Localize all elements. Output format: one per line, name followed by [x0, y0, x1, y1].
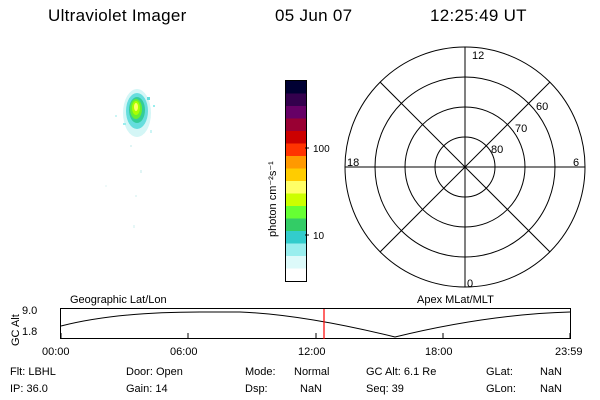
glat-value: NaN: [540, 366, 563, 378]
colorbar-ticks: 100 10: [305, 144, 330, 242]
colorbar-tick-label: 100: [313, 144, 330, 155]
colorbar: [285, 80, 307, 282]
instrument-title: Ultraviolet Imager: [48, 6, 187, 25]
apex-title: Apex MLat/MLT: [417, 294, 494, 306]
colorbar-axis-label: photon cm⁻²s⁻¹: [267, 161, 279, 237]
mlt-line-diagonal: [379, 81, 551, 253]
mlt-label-0: 0: [467, 278, 473, 290]
mlt-label-12: 12: [472, 50, 484, 62]
mode-value: Normal: [294, 366, 330, 378]
time-tick-2359: 23:59: [555, 346, 583, 358]
orbit-altitude-timeline: [60, 308, 571, 339]
lat-label-70: 70: [515, 123, 527, 135]
gc-alt-status: GC Alt: 6.1 Re: [366, 366, 437, 378]
colorbar-tick-label: 10: [313, 231, 325, 242]
auroral-emission: [105, 89, 155, 228]
uv-image-panel: [105, 89, 155, 228]
polar-plot: 12 18 6 0 60 70 80: [344, 46, 586, 290]
timeline-y-axis-label: GC Alt: [10, 314, 22, 346]
time-tick-1800: 18:00: [425, 346, 453, 358]
ip-status: IP: 36.0: [10, 383, 48, 395]
glat-label: GLat:: [486, 366, 513, 378]
timeline-y-tick-min: 1.8: [22, 326, 38, 338]
glon-value: NaN: [540, 383, 563, 395]
door-status: Door: Open: [126, 366, 183, 378]
gain-status: Gain: 14: [126, 383, 168, 395]
mode-label: Mode:: [245, 366, 276, 378]
altitude-curve: [60, 311, 571, 338]
glon-label: GLon:: [486, 383, 516, 395]
dsp-label: Dsp:: [245, 383, 268, 395]
lat-label-80: 80: [491, 144, 503, 156]
time-tick-0000: 00:00: [42, 346, 70, 358]
date-label: 05 Jun 07: [275, 6, 353, 25]
mlt-label-18: 18: [347, 157, 359, 169]
dsp-value: NaN: [300, 383, 323, 395]
timeline-y-tick-max: 9.0: [22, 305, 38, 317]
time-tick-1200: 12:00: [298, 346, 326, 358]
time-tick-0600: 06:00: [170, 346, 198, 358]
mlt-label-6: 6: [573, 157, 579, 169]
lat-label-60: 60: [536, 101, 548, 113]
time-label: 12:25:49 UT: [430, 6, 527, 25]
geographic-title: Geographic Lat/Lon: [70, 294, 167, 306]
seq-status: Seq: 39: [366, 383, 404, 395]
filter-status: Flt: LBHL: [10, 366, 56, 378]
